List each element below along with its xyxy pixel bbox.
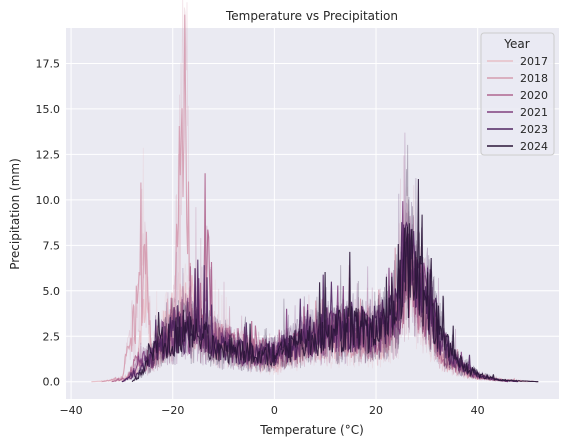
legend-label-2023: 2023 xyxy=(520,123,548,136)
y-tick-label: 5.0 xyxy=(43,285,61,298)
legend-label-2020: 2020 xyxy=(520,89,548,102)
y-tick-label: 10.0 xyxy=(36,194,61,207)
chart-title: Temperature vs Precipitation xyxy=(225,9,398,23)
y-axis-label: Precipitation (mm) xyxy=(8,158,22,270)
x-tick-label: −20 xyxy=(161,404,184,417)
y-tick-label: 2.5 xyxy=(43,330,61,343)
x-tick-label: 20 xyxy=(369,404,383,417)
legend: Year 2017 2018 2020 2021 2023 2024 xyxy=(480,32,555,156)
series-line-2024 xyxy=(131,178,539,383)
y-tick-label: 17.5 xyxy=(36,57,61,70)
y-tick-label: 7.5 xyxy=(43,239,61,252)
tick-labels: −40 −20 0 20 40 0.0 2.5 5.0 7.5 10.0 12.5 15.0 17.5 xyxy=(36,57,485,417)
legend-title: Year xyxy=(503,37,529,51)
x-tick-label: 0 xyxy=(271,404,278,417)
legend-box xyxy=(480,32,555,156)
series-band-2024 xyxy=(131,144,539,383)
y-tick-label: 0.0 xyxy=(43,376,61,389)
y-tick-label: 12.5 xyxy=(36,148,61,161)
series-layer xyxy=(91,0,539,383)
x-tick-label: 40 xyxy=(471,404,485,417)
x-axis-label: Temperature (°C) xyxy=(259,423,364,437)
legend-label-2017: 2017 xyxy=(520,55,548,68)
legend-label-2018: 2018 xyxy=(520,72,548,85)
y-tick-label: 15.0 xyxy=(36,103,61,116)
x-tick-label: −40 xyxy=(59,404,82,417)
legend-label-2021: 2021 xyxy=(520,106,548,119)
legend-entries: 2017 2018 2020 2021 2023 2024 xyxy=(487,55,548,153)
legend-label-2024: 2024 xyxy=(520,140,548,153)
